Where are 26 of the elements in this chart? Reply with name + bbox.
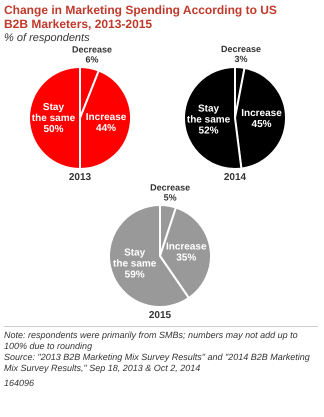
slice-label: Stay the same [186,103,231,126]
data-label: 35% [176,252,196,264]
text: Note: respondents were primarily from SMBs; numbers may not add up to 100% due to rounding [4,330,299,352]
slice-label: Decrease [150,182,190,192]
text: 2015 [148,310,172,321]
slice-label: Decrease [221,44,262,54]
slice-label: Decrease [72,44,112,55]
data-label: 3% [234,54,248,64]
data-label: 50% [43,124,64,135]
data-label: 45% [252,119,272,130]
data-label: 44% [96,123,116,134]
slice-label: Increase [241,108,282,120]
slice-label: Stay the same [32,102,76,124]
source-note: Source: "2013 B2B Marketing Mix Survey Results" and "2014 B2B Marketing Mix Survey Results," Sep 18, 2013 & Oct 2, 2014 [4,352,311,374]
data-label: 5% [164,192,177,202]
slice-label: Stay the same [112,248,157,270]
data-label: 6% [85,54,98,65]
data-label: 52% [198,125,219,136]
data-label: 59% [124,270,145,281]
chart-title: Change in Marketing Spending According to US B2B Marketers, 2013-2015 [4,3,278,31]
text: 2014 [222,172,248,183]
slice-label: Increase [166,241,207,252]
chart-subtitle: % of respondents [4,32,91,44]
slice-label: Increase [86,112,127,124]
text: 2013 [68,172,92,183]
text: 164096 [4,378,36,389]
